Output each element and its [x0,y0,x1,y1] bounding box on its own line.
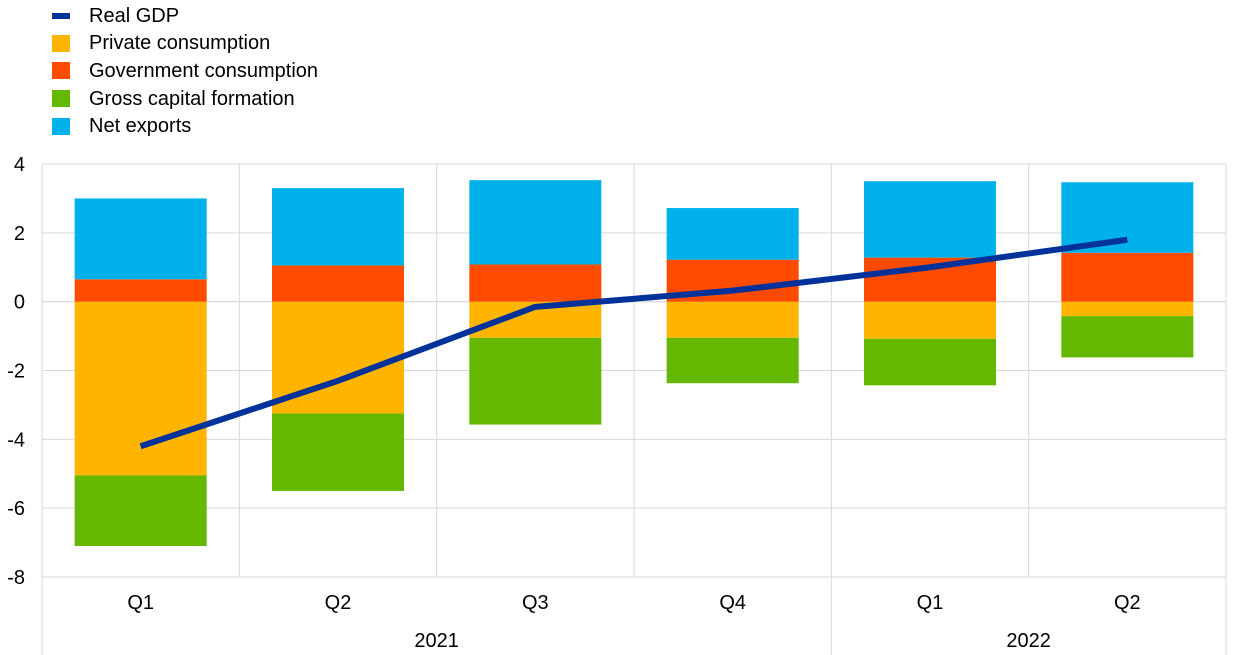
legend-swatch [52,62,70,80]
y-tick-label: 0 [14,292,25,314]
bar-private-consumption [864,301,996,339]
bar-government-consumption [74,279,207,302]
bar-government-consumption [272,265,404,302]
x-tick-label: Q1 [127,592,154,614]
y-tick-label: -8 [7,567,25,589]
bar-net-exports [74,198,207,280]
y-tick-label: -2 [7,361,25,383]
bar-gross-capital-formation [864,338,996,386]
bar-net-exports [666,208,799,260]
line-real-gdp [139,236,1128,450]
legend-swatch [52,13,70,20]
x-tick-label: Q2 [1114,592,1141,614]
bar-private-consumption [1061,301,1194,317]
legend-swatch [52,90,70,108]
legend-label: Real GDP [89,4,180,27]
bar-gross-capital-formation [74,475,207,547]
legend-item-government-consumption: Government consumption [52,57,318,85]
x-tick-label: Q2 [325,592,352,614]
bar-government-consumption [1061,252,1194,302]
bar-gross-capital-formation [469,337,602,425]
x-tick-label: Q4 [719,592,746,614]
legend-item-private-consumption: Private consumption [52,30,318,58]
year-label: 2021 [414,630,459,652]
legend-item-gross-capital-formation: Gross capital formation [52,85,318,113]
bar-gross-capital-formation [1061,316,1194,358]
legend-swatch [52,117,70,135]
x-tick-label: Q3 [522,592,549,614]
y-tick-label: -4 [7,429,25,451]
bar-net-exports [272,188,404,266]
y-tick-label: 2 [14,223,25,245]
legend-swatch [52,34,70,52]
bar-net-exports [864,181,996,258]
legend-label: Gross capital formation [89,87,295,110]
bar-private-consumption [666,301,799,338]
bar-government-consumption [864,257,996,302]
x-tick-label: Q1 [917,592,944,614]
legend-label: Private consumption [89,32,271,55]
year-label: 2022 [1006,630,1051,652]
legend-label: Net exports [89,115,192,138]
bar-private-consumption [74,301,207,476]
bar-government-consumption [469,264,602,302]
legend-item-real-gdp: Real GDP [52,2,318,30]
legend: Real GDP Private consumption Government co… [52,2,318,140]
legend-label: Government consumption [89,59,319,82]
legend-item-net-exports: Net exports [52,112,318,140]
bar-gross-capital-formation [272,413,404,491]
bar-net-exports [469,180,602,265]
y-tick-label: 4 [14,154,25,176]
bar-gross-capital-formation [666,337,799,384]
y-tick-label: -6 [7,498,25,520]
